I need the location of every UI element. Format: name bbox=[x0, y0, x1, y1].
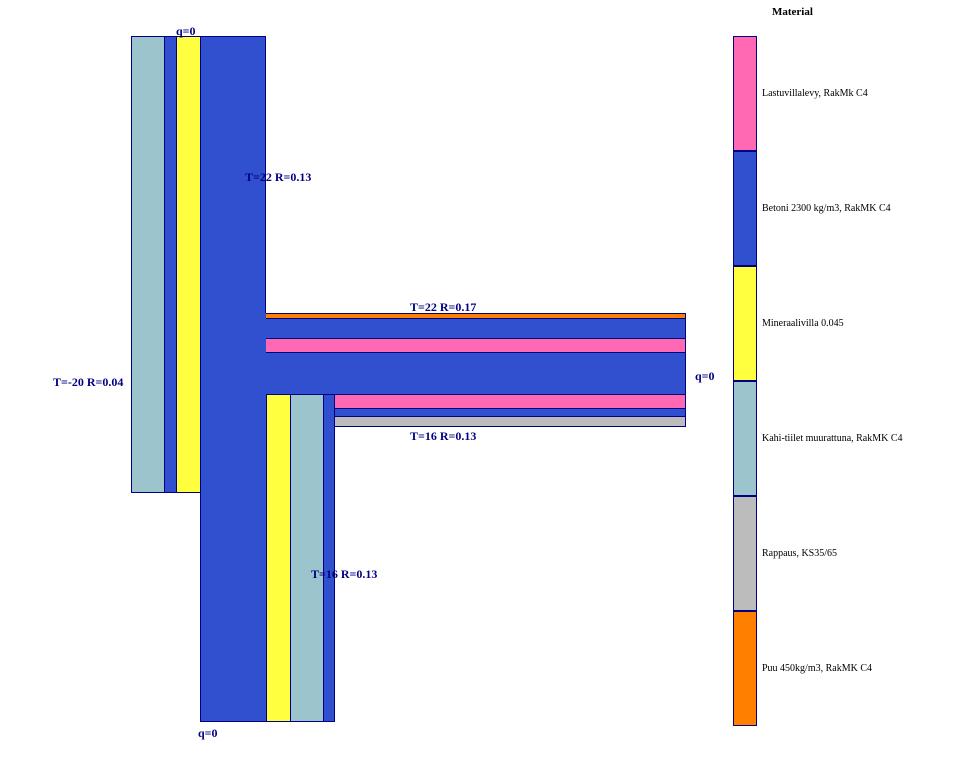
floor-layer-6 bbox=[335, 416, 686, 427]
label-left: T=-20 R=0.04 bbox=[53, 375, 123, 390]
wall-lower-layer-0 bbox=[266, 394, 290, 722]
wall-lower-layer-2 bbox=[323, 394, 335, 722]
legend-label-3: Kahi-tiilet muurattuna, RakMK C4 bbox=[762, 433, 903, 444]
edge-left-upper bbox=[131, 36, 132, 493]
legend-label-1: Betoni 2300 kg/m3, RakMK C4 bbox=[762, 203, 891, 214]
wall-lower-layer-1 bbox=[290, 394, 323, 722]
label-floor_top: T=22 R=0.17 bbox=[410, 300, 476, 315]
label-lower_inner: T=16 R=0.13 bbox=[311, 567, 377, 582]
legend-swatch-4 bbox=[733, 496, 757, 611]
legend-swatch-0 bbox=[733, 36, 757, 151]
legend-label-0: Lastuvillalevy, RakMk C4 bbox=[762, 88, 868, 99]
legend-swatch-3 bbox=[733, 381, 757, 496]
floor-layer-1 bbox=[266, 318, 686, 338]
floor-layer-4 bbox=[335, 394, 686, 408]
label-upper_inner: T=22 R=0.13 bbox=[245, 170, 311, 185]
legend-swatch-1 bbox=[733, 151, 757, 266]
wall-upper-layer-1 bbox=[164, 36, 176, 493]
floor-layer-2 bbox=[266, 338, 686, 352]
label-top: q=0 bbox=[176, 24, 196, 39]
floor-layer-3 bbox=[266, 352, 686, 394]
label-floor_right: q=0 bbox=[695, 369, 715, 384]
legend-title: Material bbox=[772, 6, 813, 18]
floor-layer-5 bbox=[335, 408, 686, 416]
wall-upper-layer-2 bbox=[176, 36, 200, 493]
legend-label-2: Mineraalivilla 0.045 bbox=[762, 318, 844, 329]
label-floor_bottom: T=16 R=0.13 bbox=[410, 429, 476, 444]
label-bottom: q=0 bbox=[198, 726, 218, 741]
legend-label-5: Puu 450kg/m3, RakMK C4 bbox=[762, 663, 872, 674]
legend-swatch-2 bbox=[733, 266, 757, 381]
legend-label-4: Rappaus, KS35/65 bbox=[762, 548, 837, 559]
legend-swatch-5 bbox=[733, 611, 757, 726]
wall-upper-layer-0 bbox=[131, 36, 164, 493]
wall-upper-layer-3 bbox=[200, 36, 266, 722]
